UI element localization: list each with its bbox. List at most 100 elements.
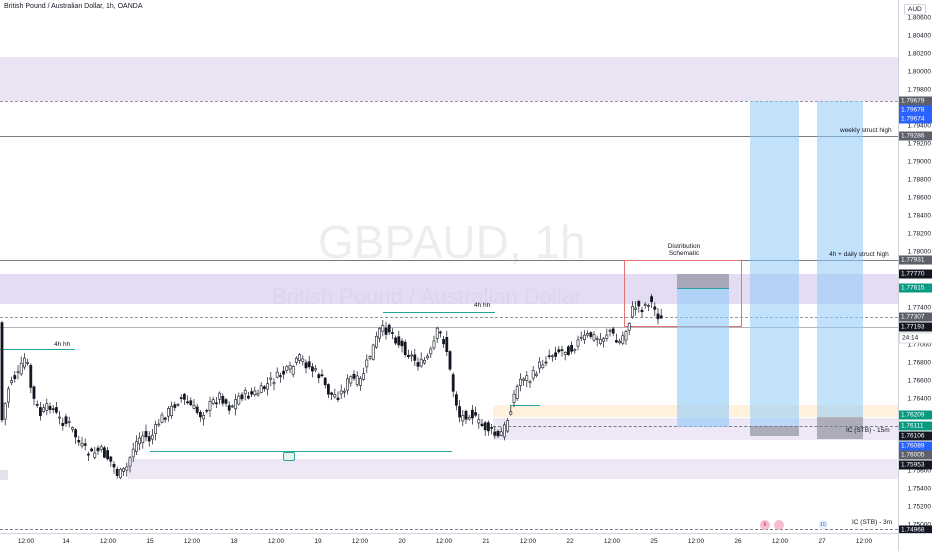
candle[interactable] [51, 404, 55, 413]
candle[interactable] [400, 338, 404, 353]
candle[interactable] [269, 372, 273, 387]
candle[interactable] [157, 418, 161, 427]
candle[interactable] [138, 432, 142, 451]
candle[interactable] [90, 447, 94, 453]
level-line-177307[interactable] [0, 317, 898, 318]
projection-box-1-stop[interactable] [750, 426, 799, 436]
candle[interactable] [582, 330, 586, 344]
candle[interactable] [170, 401, 174, 419]
candle[interactable] [231, 404, 234, 408]
candle[interactable] [371, 343, 375, 361]
candle[interactable] [112, 461, 116, 474]
candle[interactable] [541, 359, 545, 370]
candle[interactable] [333, 388, 337, 399]
position-target-area[interactable] [677, 288, 729, 427]
candle[interactable] [67, 416, 71, 428]
candle[interactable] [576, 335, 580, 351]
candle[interactable] [544, 356, 548, 367]
candle[interactable] [547, 349, 551, 360]
candle[interactable] [534, 371, 538, 378]
candle[interactable] [218, 391, 222, 405]
candle[interactable] [362, 367, 366, 381]
candle[interactable] [624, 329, 628, 345]
candle[interactable] [394, 335, 398, 346]
candle[interactable] [93, 446, 97, 460]
candle[interactable] [410, 350, 414, 362]
candle[interactable] [317, 372, 321, 384]
chart-pane[interactable]: GBPAUD, 1h British Pound / Australian Do… [0, 0, 898, 533]
candle[interactable] [234, 393, 238, 416]
candle[interactable] [186, 395, 190, 405]
candle[interactable] [486, 420, 490, 436]
candle[interactable] [106, 447, 110, 461]
candle[interactable] [426, 353, 430, 360]
candle[interactable] [598, 332, 602, 346]
candle[interactable] [10, 376, 14, 386]
candle[interactable] [282, 366, 286, 380]
candle[interactable] [291, 364, 295, 378]
candle[interactable] [563, 351, 567, 361]
level-line-179679[interactable] [0, 101, 898, 102]
candle[interactable] [83, 438, 87, 451]
candle[interactable] [320, 369, 324, 378]
candle[interactable] [499, 427, 503, 437]
candle[interactable] [103, 445, 106, 459]
axis-corner[interactable] [898, 533, 932, 551]
candle[interactable] [298, 352, 302, 364]
candle[interactable] [192, 399, 196, 410]
daily-struct-line[interactable] [0, 260, 898, 261]
candle[interactable] [135, 435, 138, 456]
candle[interactable] [496, 429, 500, 439]
candle[interactable] [413, 348, 417, 366]
candle[interactable] [301, 355, 305, 366]
candle[interactable] [167, 406, 170, 422]
candle[interactable] [189, 397, 193, 407]
candle[interactable] [147, 431, 151, 447]
candle[interactable] [240, 392, 244, 402]
candle[interactable] [119, 467, 122, 480]
candle[interactable] [589, 331, 593, 339]
candle[interactable] [608, 328, 612, 337]
candle[interactable] [19, 356, 23, 377]
candle[interactable] [352, 370, 356, 381]
candle[interactable] [554, 346, 558, 360]
projection-box-2[interactable] [817, 101, 863, 417]
candle[interactable] [243, 387, 247, 401]
candle[interactable] [605, 328, 609, 342]
candle[interactable] [336, 391, 340, 403]
level-line-177193[interactable] [0, 327, 898, 328]
candle[interactable] [518, 373, 522, 392]
candle[interactable] [16, 365, 20, 380]
candle[interactable] [87, 451, 90, 461]
candle[interactable] [502, 421, 506, 441]
candle[interactable] [557, 345, 561, 354]
weekly-struct-line[interactable] [0, 136, 898, 137]
candle[interactable] [448, 350, 452, 371]
candle[interactable] [451, 372, 455, 398]
candle[interactable] [355, 371, 359, 387]
candle[interactable] [339, 384, 343, 400]
candle[interactable] [432, 335, 436, 350]
candle[interactable] [611, 326, 615, 337]
candle[interactable] [80, 436, 84, 449]
candle[interactable] [509, 405, 513, 416]
economic-event-icon-2[interactable] [774, 520, 784, 530]
candle[interactable] [429, 346, 433, 358]
candle[interactable] [573, 348, 577, 354]
candle[interactable] [307, 356, 311, 370]
candle[interactable] [390, 328, 394, 340]
candle[interactable] [58, 410, 62, 425]
projection-box-1[interactable] [750, 101, 799, 426]
candle[interactable] [528, 379, 532, 388]
candle[interactable] [77, 435, 81, 446]
candle[interactable] [637, 299, 641, 313]
hh-line-left[interactable] [0, 349, 75, 350]
candle[interactable] [278, 372, 282, 383]
candle[interactable] [326, 383, 330, 399]
hh-line-mid[interactable] [383, 312, 495, 313]
supply-zone-top[interactable] [0, 57, 898, 101]
candle[interactable] [275, 367, 279, 379]
candlestick-series[interactable] [0, 0, 898, 533]
symbol-title[interactable]: British Pound / Australian Dollar, 1h, O… [4, 3, 143, 10]
candle[interactable] [445, 330, 449, 356]
